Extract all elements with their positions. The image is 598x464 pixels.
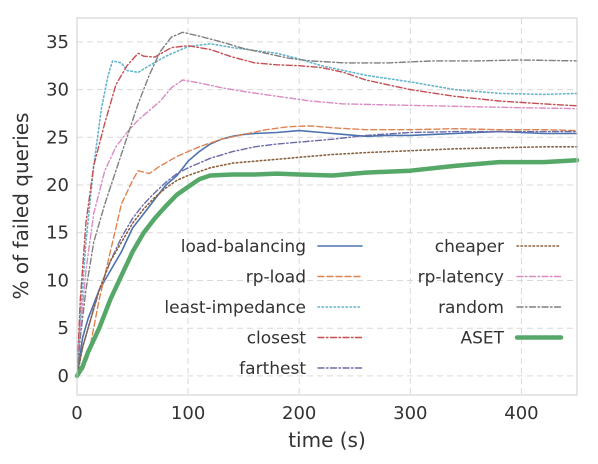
grid [76, 18, 577, 395]
y-tick-label: 25 [46, 127, 69, 148]
legend-label-least-impedance: least-impedance [164, 298, 306, 318]
legend-label-rp-latency: rp-latency [418, 268, 504, 288]
series-line-ASET [74, 157, 580, 379]
x-tick-label: 100 [171, 403, 205, 424]
series-line-random [76, 31, 578, 377]
y-tick-label: 0 [58, 366, 69, 387]
y-tick-label: 5 [58, 318, 69, 339]
legend: load-balancing rp-load least-impedance clos… [164, 237, 564, 379]
series-line-farthest [76, 130, 578, 377]
legend-label-ASET: ASET [460, 329, 504, 349]
x-axis-label: time (s) [288, 428, 366, 452]
x-tick-label: 0 [71, 403, 82, 424]
legend-label-random: random [438, 298, 504, 318]
x-tick-label: 300 [393, 403, 427, 424]
y-tick-label: 10 [46, 270, 69, 291]
legend-label-rp-load: rp-load [246, 268, 306, 288]
legend-label-farthest: farthest [239, 359, 306, 379]
tick-labels: 0 100 200 300 400 0 5 10 15 20 25 30 35 [46, 32, 539, 424]
y-tick-label: 15 [46, 223, 69, 244]
y-axis-label: % of failed queries [9, 113, 33, 300]
y-tick-label: 30 [46, 80, 69, 101]
x-tick-label: 400 [504, 403, 538, 424]
series-line-cheaper [76, 146, 578, 377]
series-line-least-impedance [76, 43, 578, 377]
legend-label-cheaper: cheaper [435, 237, 504, 257]
series-line-rp-latency [76, 79, 578, 377]
series-line-closest [76, 45, 578, 377]
y-tick-label: 20 [46, 175, 69, 196]
plot-frame [76, 17, 578, 396]
y-tick-label: 35 [46, 32, 69, 53]
series-line-rp-load [76, 125, 578, 377]
series-lines [74, 31, 580, 379]
legend-label-closest: closest [247, 329, 307, 349]
legend-label-load-balancing: load-balancing [181, 237, 306, 257]
x-tick-label: 200 [282, 403, 316, 424]
